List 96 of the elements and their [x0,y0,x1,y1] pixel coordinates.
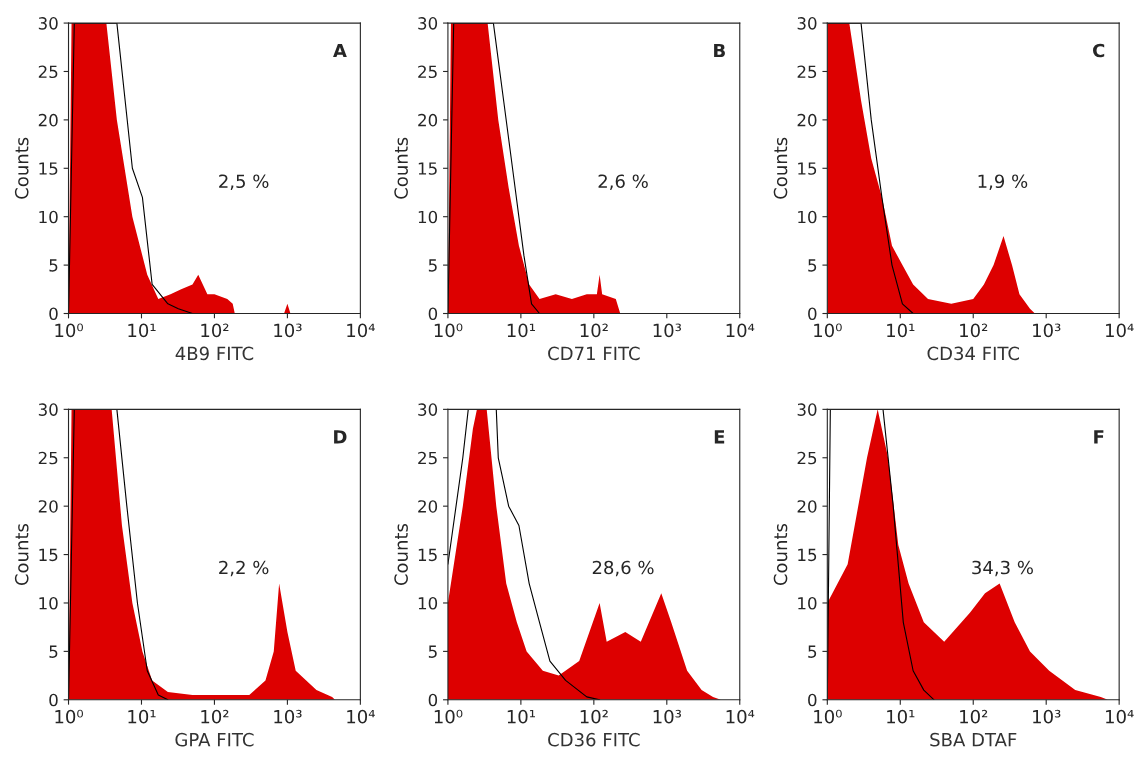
y-tick-label: 5 [49,259,58,272]
x-tick-label: 10² [201,709,229,724]
x-tick-label: 10⁴ [726,323,755,338]
y-tick-label: 5 [428,645,437,658]
y-axis-title: Counts [394,523,408,586]
annotation: 28,6 % [592,560,654,577]
y-tick-label: 15 [39,548,58,562]
y-tick-label: 20 [797,113,817,127]
x-tick-label: 10³ [1033,709,1061,724]
y-tick-label: 30 [418,17,438,30]
y-axis-title: Counts [394,137,408,199]
y-tick-label: 10 [39,596,58,610]
x-tick-label: 10³ [1033,323,1061,338]
x-axis-title: 4B9 FITC [175,346,254,361]
y-tick-label: 10 [798,596,817,610]
x-tick-label: 10¹ [128,709,156,724]
y-tick-label: 25 [418,65,437,79]
x-tick-label: 10¹ [887,709,915,724]
x-tick-label: 10⁰ [814,323,842,338]
y-tick-label: 25 [38,451,58,465]
x-tick-label: 10² [580,323,608,338]
annotation: A [333,43,347,58]
y-tick-label: 20 [418,500,438,513]
x-axis-title: CD36 FITC [548,732,640,747]
annotation: 1,9 % [978,174,1028,190]
y-tick-label: 25 [38,65,58,79]
annotation: F [1094,430,1104,444]
y-tick-label: 10 [39,210,58,224]
x-tick-label: 10¹ [507,709,535,724]
y-tick-label: 15 [798,162,817,175]
annotation: B [714,43,725,58]
y-axis-title: Counts [14,137,29,199]
x-axis-title: CD34 FITC [927,346,1020,361]
y-tick-label: 5 [808,645,817,658]
y-tick-label: 30 [797,17,817,30]
annotation: C [1093,43,1105,58]
x-tick-label: 10⁰ [434,709,463,724]
x-tick-label: 10² [960,323,988,338]
y-tick-label: 15 [418,548,437,562]
annotation: 2,2 % [219,560,269,577]
x-axis-title: CD71 FITC [548,346,640,361]
y-tick-label: 25 [418,451,437,465]
x-tick-label: 10⁴ [1106,709,1134,724]
x-tick-label: 10⁴ [347,323,375,338]
x-tick-label: 10¹ [128,323,156,338]
y-tick-label: 30 [797,403,817,416]
y-axis-title: Counts [14,523,29,586]
y-tick-label: 30 [38,17,58,30]
x-tick-label: 10³ [653,323,681,338]
x-tick-label: 10¹ [887,323,915,338]
y-tick-label: 10 [418,210,438,224]
y-tick-label: 0 [49,307,58,321]
y-tick-label: 5 [49,645,58,658]
x-tick-label: 10² [201,323,229,338]
y-tick-label: 0 [49,693,58,707]
annotation: E [714,430,725,444]
x-tick-label: 10⁰ [55,709,83,724]
y-tick-label: 5 [428,259,437,272]
y-tick-label: 30 [418,403,438,416]
y-tick-label: 0 [808,693,817,707]
x-tick-label: 10² [580,709,608,724]
y-tick-label: 0 [808,307,817,321]
annotation: 34,3 % [972,560,1033,577]
x-tick-label: 10³ [274,709,302,724]
y-tick-label: 20 [418,113,438,127]
x-axis-title: GPA FITC [175,732,254,747]
y-tick-label: 15 [39,162,58,175]
x-tick-label: 10³ [274,323,302,338]
annotation: D [334,430,347,444]
y-tick-label: 15 [798,548,817,562]
y-tick-label: 20 [38,500,58,513]
x-tick-label: 10⁴ [347,709,375,724]
y-tick-label: 10 [418,596,438,610]
y-tick-label: 0 [428,693,438,707]
y-tick-label: 20 [38,113,58,127]
x-tick-label: 10⁰ [434,323,463,338]
y-tick-label: 5 [808,259,817,272]
y-tick-label: 15 [418,162,437,175]
annotation: 2,6 % [598,174,648,190]
x-axis-title: SBA DTAF [930,732,1017,747]
y-tick-label: 25 [797,451,817,465]
y-axis-title: Counts [773,523,788,586]
y-tick-label: 10 [798,210,817,224]
annotation: 2,5 % [219,174,269,190]
y-tick-label: 30 [38,403,58,416]
x-tick-label: 10⁰ [55,323,83,338]
x-tick-label: 10³ [653,709,681,724]
x-tick-label: 10¹ [507,323,535,338]
y-tick-label: 20 [797,500,817,513]
x-tick-label: 10² [960,709,988,724]
y-axis-title: Counts [773,137,788,199]
x-tick-label: 10⁰ [814,709,842,724]
y-tick-label: 0 [428,307,438,321]
y-tick-label: 25 [797,65,817,79]
x-tick-label: 10⁴ [1106,323,1134,338]
x-tick-label: 10⁴ [726,709,755,724]
